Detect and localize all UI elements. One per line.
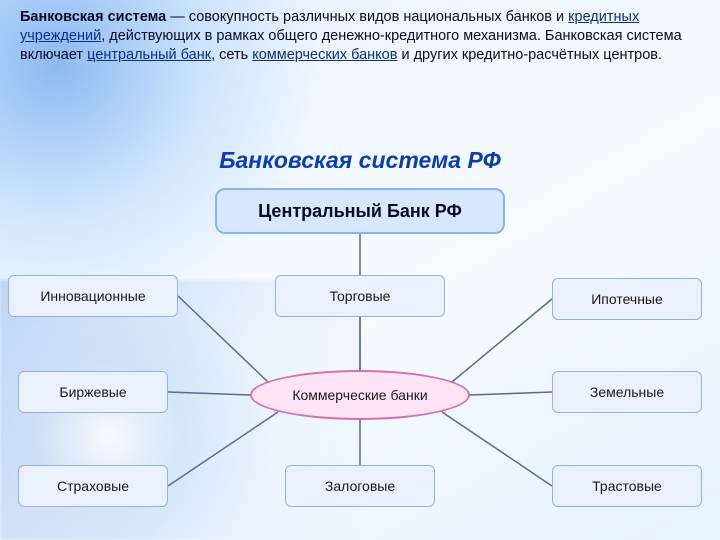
node-trade: Торговые xyxy=(275,275,445,317)
intro-link-commercial-banks: коммерческих банков xyxy=(252,47,397,63)
node-label: Торговые xyxy=(330,288,391,304)
edge-commercial-trust xyxy=(442,412,552,486)
node-trust: Трастовые xyxy=(552,465,702,507)
node-label: Залоговые xyxy=(325,478,395,494)
node-exchange: Биржевые xyxy=(18,371,168,413)
node-pledge: Залоговые xyxy=(285,465,435,507)
intro-term: Банковская система xyxy=(20,9,166,25)
intro-text: и других кредитно-расчётных центров. xyxy=(397,47,662,63)
node-commercial: Коммерческие банки xyxy=(250,370,470,420)
node-innovative: Инновационные xyxy=(8,275,178,317)
node-insurance: Страховые xyxy=(18,465,168,507)
diagram-title: Банковская система РФ xyxy=(0,147,720,174)
node-land: Земельные xyxy=(552,371,702,413)
intro-link-central-bank: центральный банк xyxy=(87,47,211,63)
node-mortgage: Ипотечные xyxy=(552,278,702,320)
node-label: Коммерческие банки xyxy=(292,387,427,403)
node-label: Центральный Банк РФ xyxy=(258,201,462,222)
node-label: Земельные xyxy=(590,384,664,400)
node-central_bank: Центральный Банк РФ xyxy=(215,188,505,234)
intro-paragraph: Банковская система — совокупность различ… xyxy=(20,8,700,65)
node-label: Ипотечные xyxy=(591,291,663,307)
node-label: Трастовые xyxy=(592,478,662,494)
intro-text: , сеть xyxy=(211,47,252,63)
edge-commercial-land xyxy=(470,392,552,395)
node-label: Биржевые xyxy=(59,384,126,400)
intro-text: — совокупность различных видов националь… xyxy=(166,9,568,25)
edge-commercial-mortgage xyxy=(452,299,552,382)
node-label: Инновационные xyxy=(40,288,145,304)
node-label: Страховые xyxy=(57,478,129,494)
